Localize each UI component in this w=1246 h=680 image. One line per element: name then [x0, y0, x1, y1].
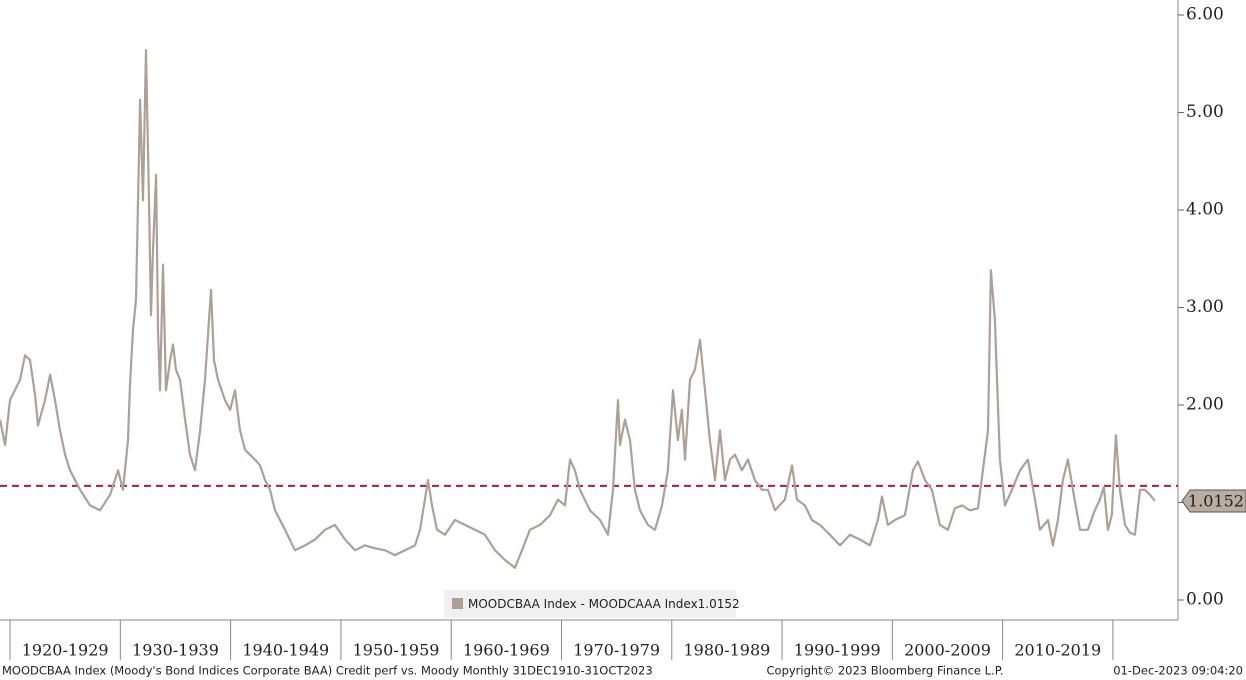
- x-tick-label: 1970-1979: [573, 641, 660, 660]
- x-tick-label: 1990-1999: [794, 641, 881, 660]
- last-value-tag: [1181, 489, 1246, 513]
- legend-name: MOODCBAA Index - MOODCAAA Index: [468, 597, 698, 611]
- y-tick-label: 3.00: [1186, 297, 1224, 317]
- y-tick-label: 0.00: [1186, 590, 1224, 610]
- y-tick-label: 4.00: [1186, 200, 1224, 220]
- x-tick-label: 2010-2019: [1014, 641, 1101, 660]
- series-line: [0, 49, 1156, 569]
- x-tick-label: 1930-1939: [132, 641, 219, 660]
- legend-value: 1.0152: [698, 597, 740, 611]
- x-tick-label: 2000-2009: [904, 641, 991, 660]
- x-tick-label: 1950-1959: [353, 641, 440, 660]
- last-value-label: 1.0152: [1188, 492, 1244, 511]
- x-tick-label: 1920-1929: [22, 641, 109, 660]
- y-tick-label: 2.00: [1186, 395, 1224, 415]
- footer-center: Copyright© 2023 Bloomberg Finance L.P.: [767, 664, 1004, 678]
- y-tick-label: 5.00: [1186, 102, 1224, 122]
- legend-swatch: [452, 598, 463, 609]
- y-tick-label: 6.00: [1186, 5, 1224, 25]
- legend-text: MOODCBAA Index - MOODCAAA Index1.0152: [468, 597, 740, 611]
- footer-right: 01-Dec-2023 09:04:20: [1113, 664, 1243, 678]
- legend: MOODCBAA Index - MOODCAAA Index1.0152: [444, 590, 740, 618]
- x-tick-label: 1960-1969: [463, 641, 550, 660]
- legend-box: [444, 590, 736, 618]
- x-tick-label: 1980-1989: [683, 641, 770, 660]
- x-tick-label: 1940-1949: [242, 641, 329, 660]
- footer-left: MOODCBAA Index (Moody's Bond Indices Cor…: [2, 664, 653, 678]
